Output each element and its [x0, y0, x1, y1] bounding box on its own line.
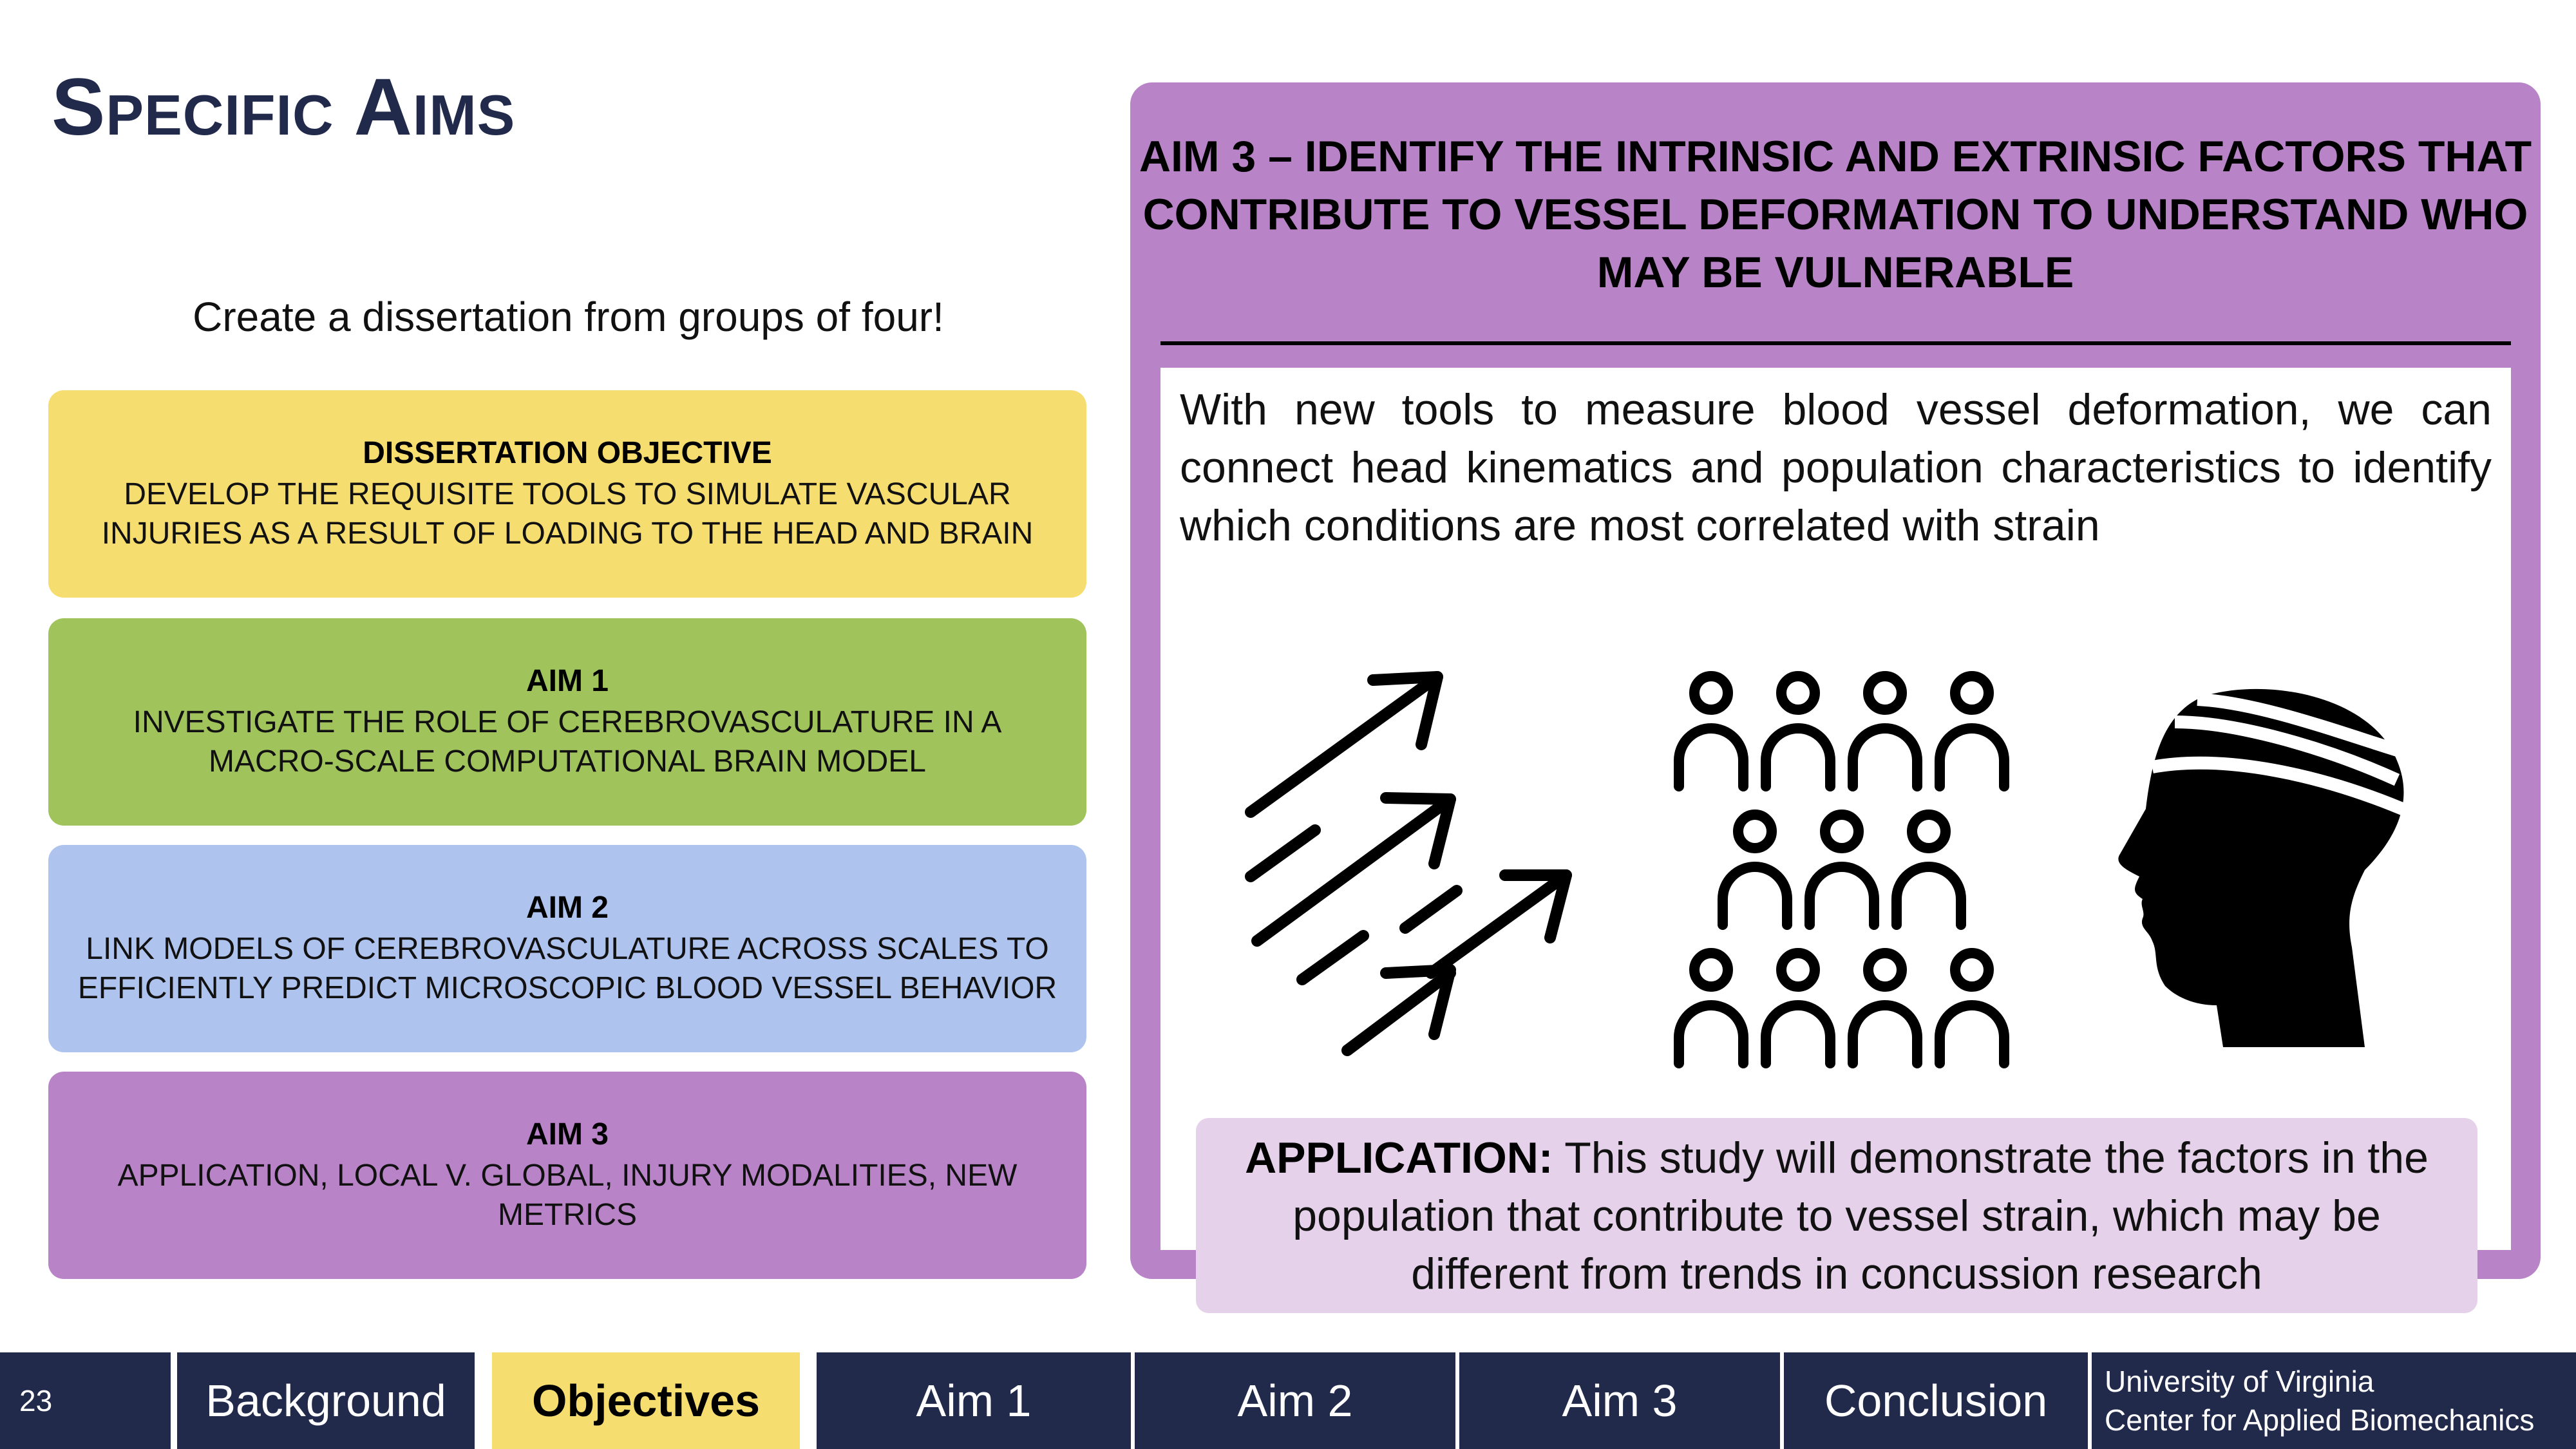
navigation-bar: 23 Background Objectives Aim 1 Aim 2 Aim…	[0, 1352, 2576, 1449]
org-line-2: Center for Applied Biomechanics	[2105, 1403, 2535, 1437]
tab-aim2[interactable]: Aim 2	[1135, 1352, 1455, 1449]
page-number: 23	[0, 1352, 171, 1449]
aim3-description: With new tools to measure blood vessel d…	[1180, 385, 2492, 550]
tab-objectives[interactable]: Objectives	[492, 1352, 800, 1449]
organization-label: University of Virginia Center for Applie…	[2092, 1352, 2576, 1449]
tab-background[interactable]: Background	[177, 1352, 475, 1449]
injured-head-icon	[2118, 688, 2412, 1047]
aim3-box: AIM 3 Application, local v. global, inju…	[48, 1072, 1086, 1279]
aim3-heading: AIM 3	[526, 1117, 609, 1151]
aim2-box: AIM 2 Link models of cerebrovasculature …	[48, 845, 1086, 1052]
aim1-text: Investigate the role of cerebrovasculatu…	[133, 705, 1002, 779]
application-box: APPLICATION: This study will demonstrate…	[1196, 1118, 2477, 1313]
tab-conclusion[interactable]: Conclusion	[1784, 1352, 2088, 1449]
aim1-box: AIM 1 Investigate the role of cerebrovas…	[48, 618, 1086, 826]
dissertation-objective-box: DISSERTATION OBJECTIVE Develop the requi…	[48, 390, 1086, 598]
application-label: APPLICATION:	[1245, 1133, 1553, 1182]
divider	[1160, 341, 2511, 345]
slide-subtitle: Create a dissertation from groups of fou…	[193, 294, 944, 340]
aim1-heading: AIM 1	[526, 663, 609, 698]
org-line-1: University of Virginia	[2105, 1365, 2374, 1398]
aim2-heading: AIM 2	[526, 890, 609, 925]
objective-heading: DISSERTATION OBJECTIVE	[363, 435, 772, 470]
aim3-detail-content: With new tools to measure blood vessel d…	[1160, 368, 2511, 1313]
arrows-icon	[1245, 671, 1572, 1056]
tab-aim3[interactable]: Aim 3	[1459, 1352, 1780, 1449]
tab-aim1[interactable]: Aim 1	[817, 1352, 1131, 1449]
slide-title: Specific Aims	[52, 62, 516, 152]
aim3-detail-panel: Aim 3 – Identify the intrinsic and extri…	[1130, 82, 2541, 1313]
population-icon	[1674, 671, 2009, 1068]
objective-text: Develop the requisite tools to simulate …	[101, 477, 1034, 551]
aim2-text: Link models of cerebrovasculature across…	[77, 931, 1057, 1005]
aim3-detail-heading: Aim 3 – Identify the intrinsic and extri…	[1139, 132, 2532, 297]
aim3-text: Application, local v. global, injury mod…	[117, 1158, 1018, 1232]
application-text: This study will demonstrate the factors …	[1293, 1133, 2429, 1298]
